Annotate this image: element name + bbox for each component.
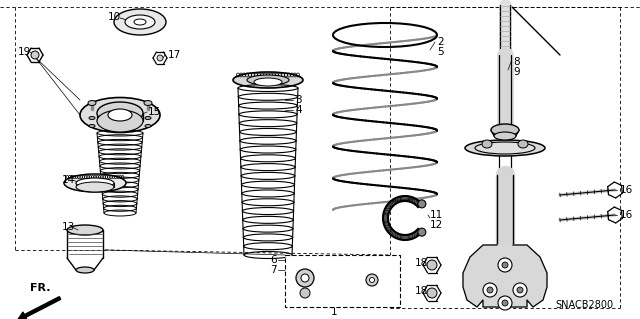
Ellipse shape: [233, 72, 303, 88]
Text: 14: 14: [62, 175, 76, 185]
Circle shape: [502, 300, 508, 306]
FancyBboxPatch shape: [285, 255, 400, 307]
Text: 12: 12: [430, 220, 444, 230]
Ellipse shape: [494, 132, 516, 140]
FancyArrow shape: [18, 297, 61, 319]
Circle shape: [487, 287, 493, 293]
Text: 16: 16: [620, 185, 633, 195]
Text: 7: 7: [270, 265, 276, 275]
Ellipse shape: [97, 102, 143, 124]
Circle shape: [366, 274, 378, 286]
Text: 16: 16: [620, 210, 633, 220]
Ellipse shape: [247, 75, 289, 85]
Ellipse shape: [475, 142, 535, 154]
Circle shape: [300, 288, 310, 298]
Ellipse shape: [144, 100, 152, 106]
Text: 5: 5: [437, 47, 444, 57]
Ellipse shape: [67, 225, 103, 235]
Ellipse shape: [89, 116, 95, 120]
Text: 13: 13: [62, 222, 76, 232]
Text: 4: 4: [295, 105, 301, 115]
Text: FR.: FR.: [30, 283, 51, 293]
Circle shape: [483, 283, 497, 297]
Text: 3: 3: [295, 95, 301, 105]
Ellipse shape: [125, 15, 155, 29]
Circle shape: [513, 283, 527, 297]
Ellipse shape: [89, 124, 95, 128]
Text: SNACB2800: SNACB2800: [555, 300, 613, 310]
Ellipse shape: [465, 140, 545, 156]
Text: 10: 10: [108, 12, 121, 22]
Polygon shape: [463, 245, 547, 307]
Circle shape: [31, 51, 39, 59]
Text: 9: 9: [513, 67, 520, 77]
Circle shape: [427, 288, 437, 298]
Text: 11: 11: [430, 210, 444, 220]
Ellipse shape: [254, 78, 282, 86]
Ellipse shape: [145, 124, 151, 128]
Circle shape: [517, 287, 523, 293]
Ellipse shape: [88, 100, 96, 106]
Ellipse shape: [114, 9, 166, 35]
Ellipse shape: [145, 116, 151, 120]
Text: 1: 1: [331, 307, 337, 317]
Ellipse shape: [76, 267, 94, 273]
Circle shape: [157, 55, 163, 61]
Circle shape: [498, 258, 512, 272]
Ellipse shape: [76, 178, 114, 188]
Circle shape: [296, 269, 314, 287]
Ellipse shape: [482, 140, 492, 148]
Ellipse shape: [134, 19, 146, 25]
Ellipse shape: [76, 182, 114, 192]
Circle shape: [427, 260, 437, 270]
Text: 17: 17: [168, 50, 181, 60]
Circle shape: [369, 278, 374, 283]
Circle shape: [498, 296, 512, 310]
Ellipse shape: [97, 110, 143, 132]
Text: 18: 18: [415, 258, 428, 268]
Text: 19: 19: [18, 47, 31, 57]
Text: 8: 8: [513, 57, 520, 67]
Circle shape: [502, 262, 508, 268]
Ellipse shape: [80, 98, 160, 132]
Ellipse shape: [64, 174, 126, 192]
Text: 18: 18: [415, 286, 428, 296]
Text: 6: 6: [270, 255, 276, 265]
Ellipse shape: [518, 140, 528, 148]
Circle shape: [301, 274, 309, 282]
Text: 2: 2: [437, 37, 444, 47]
Ellipse shape: [491, 124, 519, 136]
Ellipse shape: [108, 109, 132, 121]
Circle shape: [418, 228, 426, 236]
Text: 15: 15: [148, 107, 161, 117]
Circle shape: [418, 200, 426, 208]
